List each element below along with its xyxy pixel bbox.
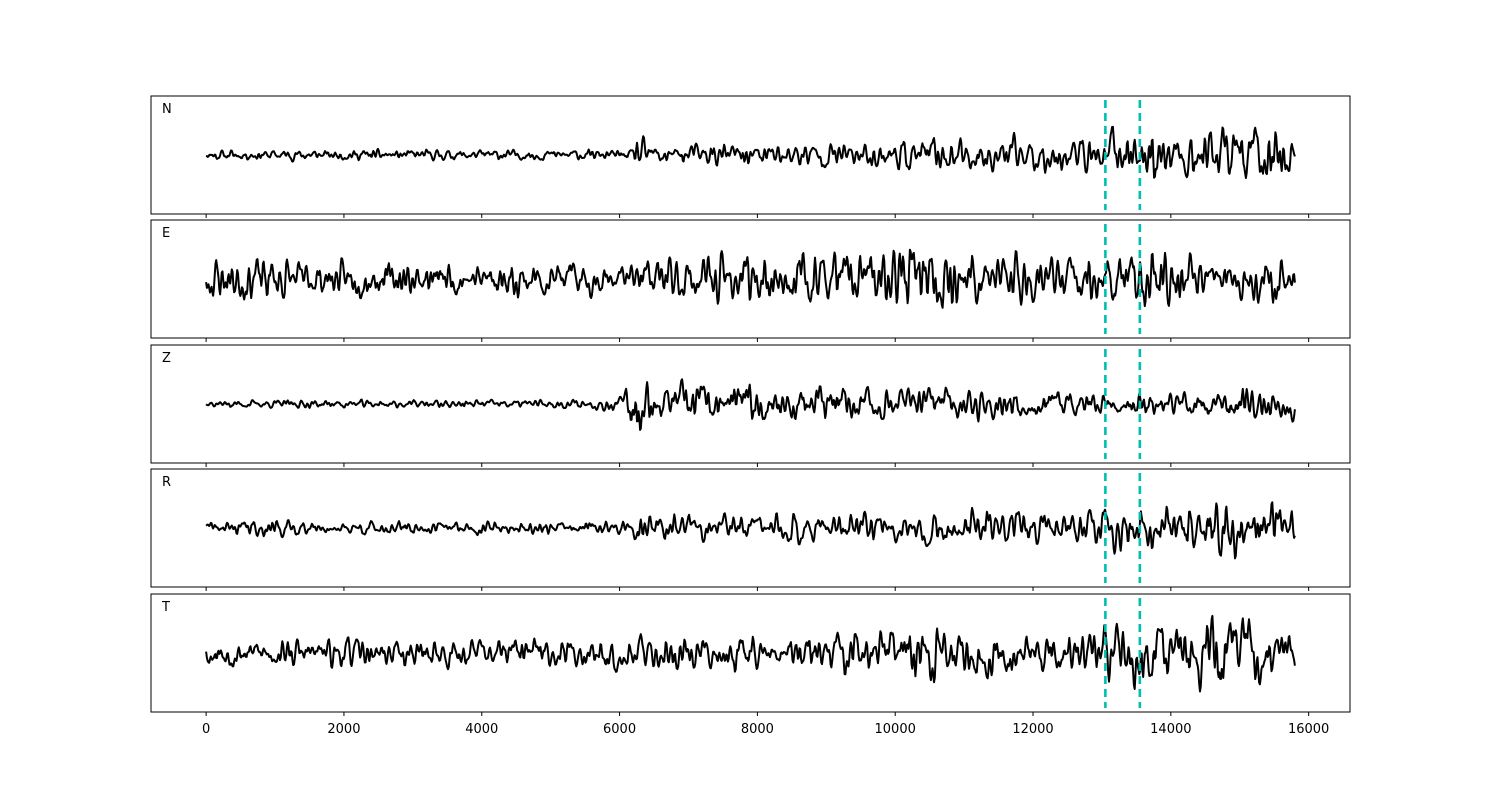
trace-z	[205, 378, 1296, 431]
x-tick-label: 8000	[741, 722, 774, 737]
panel-r: R	[150, 468, 1351, 591]
x-tick-label: 14000	[1150, 722, 1191, 737]
trace-n	[205, 125, 1296, 179]
trace-e	[205, 248, 1296, 309]
panel-frame	[150, 95, 1351, 215]
panel-e: E	[150, 219, 1351, 342]
panel-frame	[150, 468, 1351, 588]
x-tick-label: 6000	[603, 722, 636, 737]
trace-r	[205, 501, 1296, 560]
x-axis: 0 2000 4000 6000 8000 10000 12000 14000 16000	[202, 722, 1329, 737]
panel-label-r: R	[162, 475, 171, 490]
x-tick-label: 16000	[1288, 722, 1329, 737]
x-tick-label: 2000	[327, 722, 360, 737]
x-tick-label: 0	[202, 722, 210, 737]
panel-t: T	[150, 593, 1351, 716]
x-tick-label: 12000	[1012, 722, 1053, 737]
panel-frame	[150, 219, 1351, 339]
panel-label-n: N	[162, 102, 172, 117]
trace-t	[205, 614, 1296, 693]
panel-label-e: E	[162, 226, 170, 241]
panel-frame	[150, 344, 1351, 464]
panel-z: Z	[150, 344, 1351, 467]
panel-frame	[150, 593, 1351, 713]
panel-n: N	[150, 95, 1351, 218]
x-tick-label: 4000	[465, 722, 498, 737]
x-tick-label: 10000	[875, 722, 916, 737]
panel-label-t: T	[161, 600, 170, 615]
component-panels: N E Z R T	[150, 95, 1351, 716]
panel-label-z: Z	[162, 351, 171, 366]
